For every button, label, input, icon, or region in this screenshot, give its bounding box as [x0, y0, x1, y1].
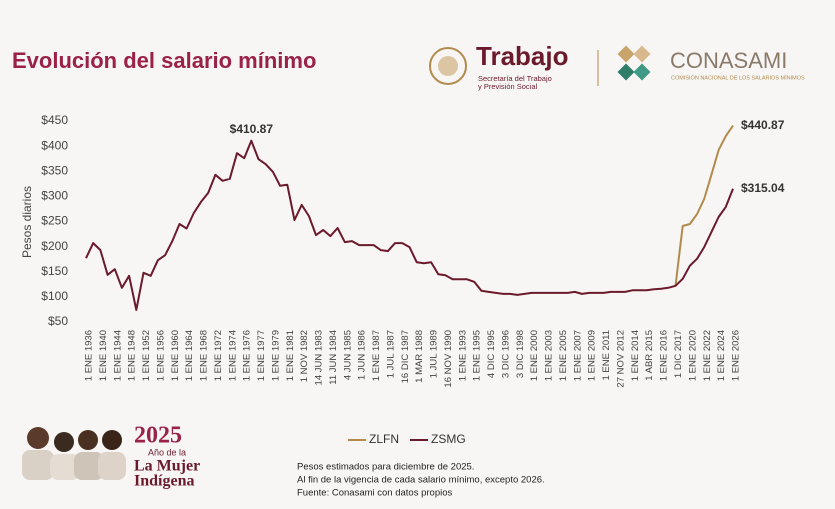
data-label: $440.87 [741, 118, 785, 132]
x-tick-label: 1 ENE 1940 [98, 330, 109, 381]
legend-label: ZLFN [369, 432, 399, 446]
x-tick-label: 14 JUN 1983 [314, 330, 325, 385]
trabajo-sub: Secretaría del Trabajo [478, 74, 552, 83]
trabajo-logo: Trabajo [476, 41, 568, 71]
data-label: $410.87 [230, 122, 274, 136]
y-tick-label: $100 [41, 289, 68, 303]
x-tick-label: 1 ENE 2020 [687, 330, 698, 381]
x-tick-label: 1 DIC 2017 [673, 330, 684, 378]
figure [27, 427, 49, 449]
figure [22, 450, 54, 480]
x-tick-label: 1 ENE 1964 [184, 330, 195, 381]
emblem-core [438, 56, 458, 76]
icon-shape [633, 45, 651, 63]
x-tick-label: 1 ENE 1987 [371, 330, 382, 381]
x-tick-label: 1 ENE 2003 [544, 330, 555, 381]
badge-year: 2025 [134, 423, 182, 449]
x-tick-label: 3 DIC 1996 [500, 330, 511, 378]
emblem [429, 47, 467, 85]
x-tick-label: 1 ENE 2009 [587, 330, 598, 381]
badge-figures [22, 427, 126, 480]
x-tick-label: 1 ENE 1981 [285, 330, 296, 381]
x-tick-label: 1 ENE 2024 [716, 330, 727, 381]
x-tick-label: 11 JUN 1984 [328, 330, 339, 385]
x-tick-label: 1 ENE 2026 [731, 330, 742, 381]
x-tick-label: 1 ENE 2000 [529, 330, 540, 381]
x-tick-label: 1 MAR 1988 [414, 330, 425, 383]
y-tick-label: $350 [41, 163, 68, 177]
figure [102, 430, 122, 450]
line-series [85, 139, 734, 311]
y-axis-label: Pesos diarios [20, 186, 34, 258]
badge-text: Año de la [148, 447, 186, 457]
y-tick-label: $450 [41, 113, 68, 127]
note: Al fin de la vigencia de cada salario mí… [297, 475, 545, 486]
conasami-icon [617, 45, 651, 81]
x-tick-label: 1 ENE 2005 [558, 330, 569, 381]
x-tick-label: 16 DIC 1987 [400, 330, 411, 383]
x-tick-label: 1 ENE 1977 [256, 330, 267, 381]
note: Pesos estimados para diciembre de 2025. [297, 462, 474, 473]
icon-shape [633, 63, 651, 81]
x-tick-label: 1 ENE 1974 [227, 330, 238, 381]
data-label: $315.04 [741, 181, 785, 195]
x-tick-label: 1 ENE 1972 [213, 330, 224, 381]
figure [54, 432, 74, 452]
x-tick-label: 1 ENE 1995 [472, 330, 483, 381]
x-tick-label: 1 JUN 1986 [357, 330, 368, 380]
badge-text: La Mujer [134, 458, 200, 475]
x-tick-label: 1 ENE 2022 [702, 330, 713, 381]
x-tick-label: 1 ENE 2007 [572, 330, 583, 381]
y-tick-label: $300 [41, 189, 68, 203]
figure [78, 430, 98, 450]
x-tick-label: 1 ENE 1976 [242, 330, 253, 381]
x-tick-label: 1 JUL 1987 [385, 330, 396, 378]
x-tick-label: 4 DIC 1995 [486, 330, 497, 378]
x-tick-label: 1 ENE 1936 [84, 330, 95, 381]
icon-shape [617, 63, 635, 81]
legend-label: ZSMG [431, 432, 466, 446]
x-tick-label: 1 ENE 1960 [170, 330, 181, 381]
x-tick-label: 1 ENE 2016 [659, 330, 670, 381]
x-tick-label: 1 ENE 2014 [630, 330, 641, 381]
figure [98, 452, 126, 480]
x-tick-label: 4 JUN 1985 [342, 330, 353, 380]
x-tick-label: 1 ENE 1944 [112, 330, 123, 381]
x-tick-label: 1 ABR 2015 [644, 330, 655, 381]
figure [50, 454, 80, 480]
conasami-logo: CONASAMI [670, 48, 787, 73]
badge-text: Indígena [134, 473, 194, 490]
y-tick-label: $150 [41, 264, 68, 278]
x-tick-label: 1 ENE 1952 [141, 330, 152, 381]
conasami-sub: COMISIÓN NACIONAL DE LOS SALARIOS MÍNIMO… [671, 74, 805, 81]
x-tick-label: 16 NOV 1990 [443, 330, 454, 388]
trabajo-sub: y Previsión Social [478, 82, 538, 91]
y-tick-label: $400 [41, 138, 68, 152]
x-tick-label: 1 ENE 1979 [270, 330, 281, 381]
x-tick-label: 3 DIC 1998 [515, 330, 526, 378]
x-tick-label: 1 ENE 1956 [155, 330, 166, 381]
icon-shape [617, 45, 635, 63]
line-series [674, 125, 734, 286]
x-tick-label: 1 ENE 1968 [199, 330, 210, 381]
x-tick-label: 1 ENE 2011 [601, 330, 612, 381]
chart-title: Evolución del salario mínimo [12, 48, 316, 73]
x-tick-label: 1 JUL 1989 [429, 330, 440, 378]
y-tick-label: $250 [41, 214, 68, 228]
x-tick-label: 1 ENE 1993 [457, 330, 468, 381]
figure [74, 452, 104, 480]
y-tick-label: $50 [48, 314, 68, 328]
x-tick-label: 1 ENE 1948 [127, 330, 138, 381]
note: Fuente: Conasami con datos propios [297, 488, 453, 499]
y-tick-label: $200 [41, 239, 68, 253]
x-tick-label: 27 NOV 2012 [615, 330, 626, 388]
x-tick-label: 1 NOV 1982 [299, 330, 310, 382]
